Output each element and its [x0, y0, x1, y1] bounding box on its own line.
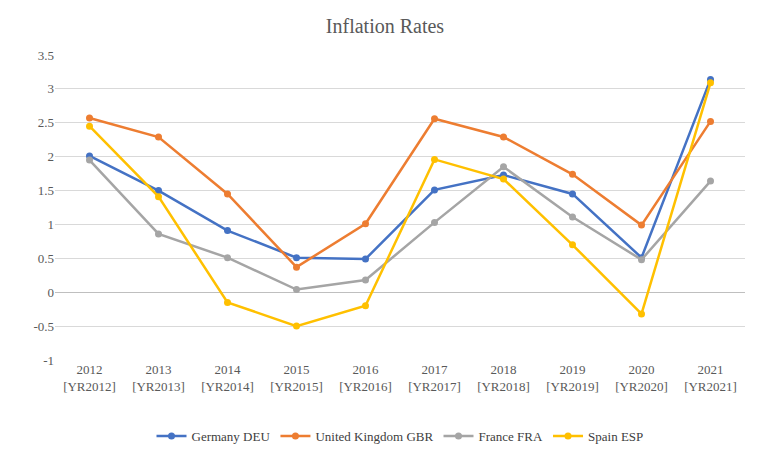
- svg-text:0: 0: [48, 285, 55, 300]
- svg-text:Spain ESP: Spain ESP: [588, 429, 643, 444]
- svg-text:United Kingdom GBR: United Kingdom GBR: [315, 429, 433, 444]
- svg-text:3: 3: [48, 81, 55, 96]
- svg-text:-1: -1: [43, 353, 54, 368]
- svg-text:Inflation Rates: Inflation Rates: [326, 15, 445, 37]
- svg-text:2018[YR2018]: 2018[YR2018]: [477, 362, 530, 394]
- svg-text:2013[YR2013]: 2013[YR2013]: [132, 362, 185, 394]
- svg-text:3.5: 3.5: [38, 48, 54, 63]
- svg-text:2019[YR2019]: 2019[YR2019]: [546, 362, 599, 394]
- svg-text:2017[YR2017]: 2017[YR2017]: [408, 362, 461, 394]
- svg-text:2.5: 2.5: [38, 115, 54, 130]
- svg-text:2016[YR2016]: 2016[YR2016]: [339, 362, 392, 394]
- svg-text:2020[YR2020]: 2020[YR2020]: [615, 362, 668, 394]
- svg-text:2014[YR2014]: 2014[YR2014]: [201, 362, 254, 394]
- svg-text:2015[YR2015]: 2015[YR2015]: [270, 362, 323, 394]
- svg-text:2: 2: [48, 149, 55, 164]
- svg-text:Germany DEU: Germany DEU: [192, 429, 271, 444]
- svg-text:1: 1: [48, 217, 55, 232]
- svg-text:1.5: 1.5: [38, 183, 54, 198]
- svg-text:2012[YR2012]: 2012[YR2012]: [63, 362, 116, 394]
- svg-text:-0.5: -0.5: [33, 319, 54, 334]
- svg-text:2021[YR2021]: 2021[YR2021]: [684, 362, 737, 394]
- svg-text:France FRA: France FRA: [479, 429, 544, 444]
- svg-text:0.5: 0.5: [38, 251, 54, 266]
